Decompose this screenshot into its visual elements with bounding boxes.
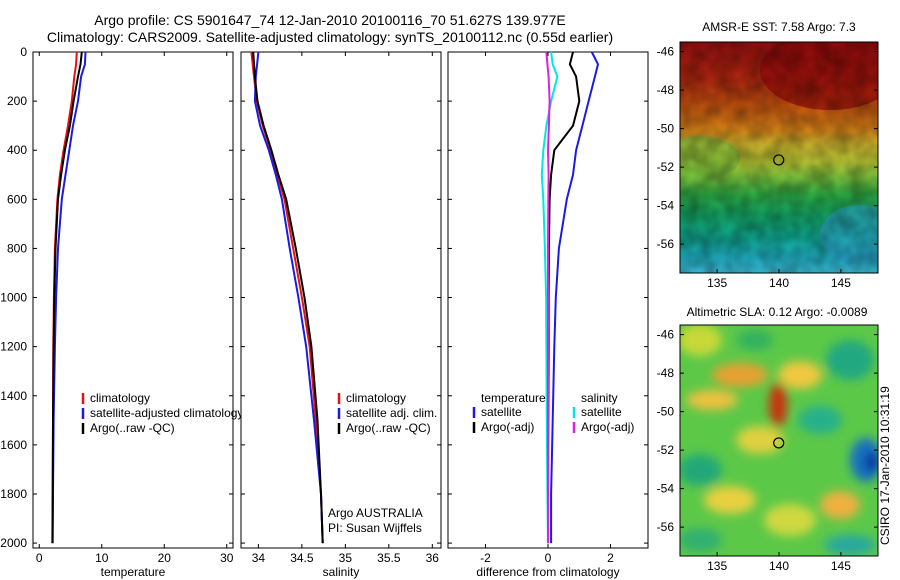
salinity-xtick-label: 35.5 (377, 551, 401, 565)
salinity-xtick-label: 36 (426, 551, 440, 565)
salinity-profile-plot: 34 34.5 35 35.5 36 salinity climatologysatelli… (240, 51, 442, 579)
temperature-xtick-label: 30 (220, 551, 234, 565)
sst-map-xtick-label: 140 (769, 276, 789, 290)
difference-series-salinity-argo-adj (545, 51, 551, 544)
difference-legend-label: satellite (481, 405, 522, 419)
sst-argo-position-marker (773, 154, 785, 166)
sst-map-ytick-label: -46 (657, 45, 675, 59)
difference-xlabel: difference from climatology (476, 565, 619, 579)
depth-tick-label: 2000 (0, 536, 27, 550)
difference-legend-label: Argo(-adj) (481, 420, 534, 434)
difference-legend-label: Argo(-adj) (581, 420, 634, 434)
temperature-xtick-label: 20 (158, 551, 172, 565)
salinity-series-argo-raw-qc (252, 51, 324, 544)
sla-map-xtick-label: 145 (831, 559, 851, 573)
salinity-annotation: PI: Susan Wijffels (328, 521, 422, 535)
temperature-series-argo-raw-qc (51, 51, 83, 544)
depth-tick-label: 200 (7, 94, 27, 108)
difference-legend-header: salinity (581, 391, 618, 405)
sla-argo-position-marker (773, 437, 785, 449)
sst-map-xtick-label: 145 (831, 276, 851, 290)
difference-xtick-label: 2 (607, 551, 614, 565)
sla-map-ytick-label: -52 (657, 443, 675, 457)
sst-map-axes: 135 140 145 -46 -48 -50 -52 -54 -56 (657, 45, 878, 290)
sla-map-axes: 135 140 145 -46 -48 -50 -52 -54 -56 (657, 328, 878, 573)
difference-legend-header: temperature (481, 391, 546, 405)
sla-map-ytick-label: -54 (657, 482, 675, 496)
temperature-xlabel: temperature (101, 565, 166, 579)
depth-tick-label: 0 (20, 45, 27, 59)
temperature-xtick-label: 10 (95, 551, 109, 565)
sla-map-plot: Altimetric SLA: 0.12 Argo: -0.0089 (657, 305, 879, 573)
temperature-legend-label: climatology (90, 391, 150, 405)
sst-texture (680, 42, 878, 273)
sla-map-ytick-label: -50 (657, 405, 675, 419)
sst-map-plot: AMSR-E SST: 7.58 Argo: 7.3 135 140 145 -46 -… (657, 20, 879, 290)
depth-tick-label: 600 (7, 192, 27, 206)
temperature-legend-label: satellite-adjusted climatology (90, 406, 243, 420)
salinity-xtick-label: 34 (252, 551, 266, 565)
difference-xtick-label: 0 (545, 551, 552, 565)
sst-map-ytick-label: -54 (657, 199, 675, 213)
depth-tick-label: 1600 (0, 438, 27, 452)
sla-map-ytick-label: -48 (657, 366, 675, 380)
sst-map-ytick-label: -48 (657, 83, 675, 97)
sst-map-title: AMSR-E SST: 7.58 Argo: 7.3 (702, 20, 856, 34)
salinity-xlabel: salinity (323, 565, 360, 579)
sla-anomaly-blobs (680, 325, 878, 555)
depth-tick-label: 1200 (0, 340, 27, 354)
temperature-plot-frame (32, 51, 234, 549)
temperature-xtick-label: 0 (36, 551, 43, 565)
depth-tick-label: 1000 (0, 291, 27, 305)
difference-series-salinity-satellite (540, 51, 559, 544)
temperature-legend-label: Argo(..raw -QC) (90, 421, 175, 435)
sst-map-ytick-label: -56 (657, 237, 675, 251)
salinity-legend-label: climatology (346, 391, 406, 405)
difference-xtick-label: -2 (480, 551, 491, 565)
sst-map-ytick-label: -52 (657, 160, 675, 174)
sst-map-ytick-label: -50 (657, 122, 675, 136)
salinity-plot-frame (240, 51, 442, 549)
sla-map-title: Altimetric SLA: 0.12 Argo: -0.0089 (687, 305, 868, 319)
side-timestamp-label: CSIRO 17-Jan-2010 10:31:19 (878, 386, 892, 545)
temperature-profile-plot: 0 10 20 30 0 200 400 600 800 1000 1200 1400 1600 1800… (0, 45, 243, 579)
figure-title-line-1: Argo profile: CS 5901647_74 12-Jan-2010 … (94, 12, 566, 28)
depth-tick-label: 800 (7, 241, 27, 255)
salinity-xtick-label: 35 (339, 551, 353, 565)
sla-map-xtick-label: 140 (769, 559, 789, 573)
difference-series-temperature-satellite (550, 51, 599, 544)
sla-map-ytick-label: -56 (657, 520, 675, 534)
salinity-legend-label: Argo(..raw -QC) (346, 421, 431, 435)
salinity-series-satellite-adj-clim (253, 51, 324, 544)
figure-title-line-2: Climatology: CARS2009. Satellite-adjuste… (46, 29, 614, 45)
difference-legend-label: satellite (581, 405, 622, 419)
salinity-legend-label: satellite adj. clim. (346, 406, 437, 420)
salinity-annotation: Argo AUSTRALIA (328, 506, 423, 520)
sst-map-xtick-label: 135 (707, 276, 727, 290)
depth-tick-label: 1400 (0, 389, 27, 403)
sla-map-ytick-label: -46 (657, 328, 675, 342)
depth-tick-label: 1800 (0, 487, 27, 501)
sla-map-xtick-label: 135 (707, 559, 727, 573)
depth-tick-label: 400 (7, 143, 27, 157)
salinity-xtick-label: 34.5 (290, 551, 314, 565)
